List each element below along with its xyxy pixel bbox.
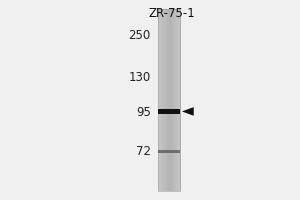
Bar (165, 9, 166, 191)
Bar (180, 9, 181, 191)
Bar (169, 9, 170, 191)
Text: 72: 72 (136, 145, 151, 158)
Bar (160, 9, 161, 191)
Bar (172, 9, 173, 191)
Bar (158, 9, 159, 191)
Bar (158, 150, 181, 153)
Bar (161, 9, 162, 191)
Bar (179, 9, 180, 191)
Text: 130: 130 (128, 71, 151, 84)
Bar (163, 9, 164, 191)
Bar (158, 109, 181, 114)
Bar (166, 9, 167, 191)
Bar (162, 9, 163, 191)
Text: 95: 95 (136, 106, 151, 119)
Bar (160, 9, 161, 191)
Text: 250: 250 (128, 29, 151, 42)
Bar (167, 9, 168, 191)
Bar (164, 9, 165, 191)
Bar (176, 9, 177, 191)
Bar (166, 9, 167, 191)
Bar (170, 9, 171, 191)
Bar (175, 9, 176, 191)
Bar (174, 9, 175, 191)
Bar (159, 9, 160, 191)
Bar (168, 9, 169, 191)
Bar (175, 9, 176, 191)
Bar (158, 9, 181, 191)
Bar (171, 9, 172, 191)
Text: ZR-75-1: ZR-75-1 (149, 7, 196, 20)
Polygon shape (182, 107, 194, 116)
Bar (178, 9, 179, 191)
Bar (177, 9, 178, 191)
Bar (173, 9, 174, 191)
Bar (169, 9, 170, 191)
